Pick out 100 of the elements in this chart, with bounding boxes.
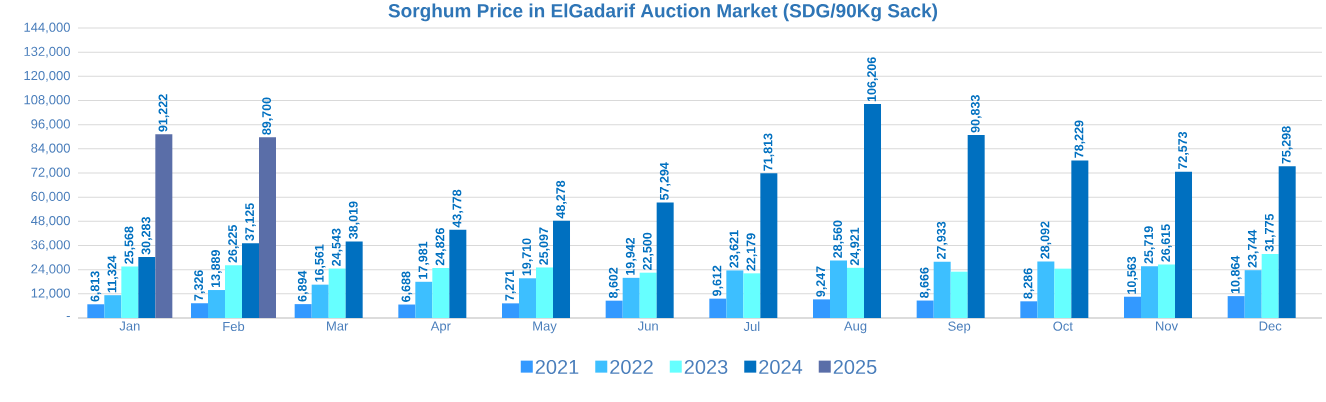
x-tick-label: Feb [223, 321, 245, 332]
bar [121, 266, 139, 318]
x-tick-label: Sep [948, 321, 971, 334]
data-label: 57,294 [659, 162, 671, 201]
y-tick-label: 108,000 [24, 95, 70, 106]
data-label: 71,813 [763, 133, 775, 171]
bar [864, 104, 882, 318]
data-label: 8,286 [1023, 268, 1035, 299]
data-label: 6,894 [297, 270, 309, 302]
data-label: 7,271 [505, 270, 516, 301]
x-tick-label: Aug [843, 321, 867, 334]
y-tick-label: 72,000 [31, 167, 70, 179]
legend-label: 2024 [759, 359, 803, 375]
bar [1054, 268, 1072, 318]
bar [1278, 166, 1296, 318]
data-label: 22,500 [642, 232, 654, 271]
bar [1124, 296, 1142, 318]
data-label: 25,568 [124, 226, 136, 264]
bar [328, 268, 346, 318]
data-label: 11,324 [107, 255, 119, 293]
data-label: 75,298 [1281, 126, 1293, 164]
bar [639, 272, 657, 318]
data-label: 28,560 [833, 220, 844, 258]
bar [1158, 264, 1176, 318]
bar [415, 281, 433, 318]
bar [726, 270, 744, 318]
data-label: 13,889 [211, 250, 222, 288]
data-label: 23,621 [729, 230, 741, 268]
data-label: 9,612 [712, 265, 724, 296]
x-tick-label: Oct [1053, 321, 1073, 331]
y-tick-label: 24,000 [31, 264, 70, 276]
data-label: 23,744 [1247, 229, 1259, 268]
bar [847, 267, 865, 318]
y-tick-label: 120,000 [24, 70, 70, 82]
x-tick-label: Mar [327, 321, 349, 331]
bar [104, 295, 122, 318]
x-tick-label: Jul [743, 321, 760, 332]
data-label: 9,247 [816, 266, 827, 297]
data-label: 27,933 [936, 221, 948, 260]
y-tick-label: 84,000 [31, 143, 70, 155]
bar [519, 278, 537, 318]
bar [967, 135, 985, 318]
bar [743, 273, 761, 318]
bar [622, 277, 640, 318]
bar [191, 303, 208, 318]
data-label: 8,602 [608, 267, 620, 299]
bar [916, 300, 934, 318]
data-label: 26,225 [228, 225, 239, 263]
data-label: 6,813 [90, 271, 102, 302]
data-label: 6,688 [401, 271, 413, 302]
legend-label: 2025 [833, 359, 877, 375]
y-tick-label: 36,000 [31, 240, 70, 251]
data-label: 10,864 [1230, 255, 1242, 294]
bar [1261, 254, 1279, 318]
bar [259, 137, 276, 318]
y-tick-label: 144,000 [24, 22, 70, 34]
x-tick-label: Jun [637, 321, 658, 331]
bar [1141, 266, 1159, 318]
data-label: 78,229 [1074, 120, 1086, 158]
data-label: 24,826 [435, 228, 447, 266]
x-tick-label: Nov [1156, 321, 1179, 331]
legend-label: 2021 [535, 359, 579, 375]
data-label: 10,563 [1127, 256, 1138, 294]
bar [1020, 301, 1038, 318]
bar [242, 243, 259, 318]
legend-label: 2023 [684, 359, 728, 375]
y-tick-label: 132,000 [24, 46, 70, 58]
bar [1037, 261, 1055, 318]
legend-label: 2022 [610, 359, 653, 375]
x-tick-label: May [533, 321, 557, 334]
data-label: 30,283 [141, 217, 153, 255]
bar [656, 202, 674, 318]
data-label: 22,179 [746, 233, 758, 271]
data-label: 19,942 [625, 237, 637, 275]
x-tick-label: Jan [119, 321, 140, 331]
bar [760, 173, 778, 318]
bar [813, 299, 830, 318]
data-label: 89,700 [262, 97, 273, 135]
y-tick-label: 60,000 [31, 191, 70, 203]
bar [225, 265, 242, 318]
data-label: 8,666 [919, 267, 931, 298]
x-tick-label: Apr [430, 321, 451, 334]
bar [1244, 270, 1262, 318]
data-label: 43,778 [452, 189, 464, 228]
data-label: 26,615 [1161, 224, 1172, 262]
bar [294, 304, 312, 318]
bar [950, 271, 968, 318]
chart-title: Sorghum Price in ElGadarif Auction Market (SDG/90Kg Sack) [388, 3, 938, 22]
bar [87, 304, 105, 318]
bar [536, 267, 554, 318]
x-tick-label: Dec [1259, 321, 1282, 331]
bar [155, 134, 173, 318]
bar [138, 257, 156, 318]
data-label: 72,573 [1178, 131, 1189, 170]
data-label: 25,097 [539, 227, 550, 265]
bar [709, 298, 727, 318]
data-label: 7,326 [194, 270, 205, 301]
data-label: 24,921 [850, 227, 861, 266]
bar [311, 284, 329, 318]
data-label: 106,206 [867, 57, 878, 102]
